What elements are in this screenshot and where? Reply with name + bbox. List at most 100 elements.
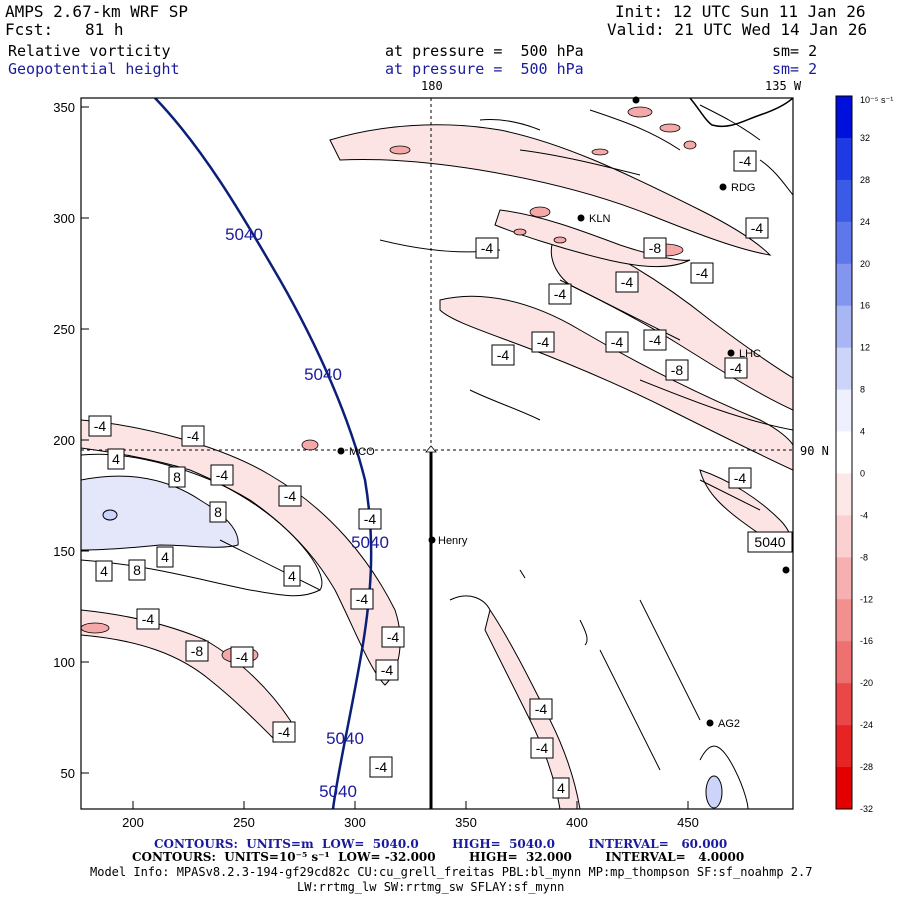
colorbar-unit: 10⁻⁵ s⁻¹ [860, 95, 893, 105]
vort-label: -4 [649, 332, 662, 348]
station-label: RDG [731, 182, 755, 194]
vort-label: 8 [173, 469, 181, 485]
station-label: AG2 [718, 718, 740, 730]
vort-spot-2 [81, 622, 110, 634]
colorbar-swatch [836, 641, 852, 684]
init-time: Init: 12 UTC Sun 11 Jan 26 [615, 2, 866, 21]
vort-label-box [529, 698, 553, 720]
x-tick: 250 [233, 815, 255, 830]
vort-label-box [745, 217, 769, 239]
colorbar-swatch [836, 683, 852, 726]
colorbar-label: -4 [860, 510, 868, 520]
vort-label: 5040 [754, 534, 785, 550]
colorbar-swatch [836, 767, 852, 810]
x-tick: 450 [677, 815, 699, 830]
y-tick: 150 [53, 544, 75, 559]
vort-label: -4 [537, 334, 550, 350]
colorbar-label: 28 [860, 175, 870, 185]
vort-spot-5 [301, 439, 319, 451]
height-label: 5040 [225, 225, 263, 244]
vort-positive-west [81, 475, 239, 551]
vort-label: -4 [375, 759, 388, 775]
vort-label: -4 [216, 467, 229, 483]
vort-label-box [283, 565, 301, 587]
colorbar-swatch [836, 179, 852, 223]
vort-label: -4 [497, 347, 510, 363]
vort-label-box [358, 508, 382, 530]
y-tick: 50 [61, 766, 75, 781]
coastline [689, 98, 793, 127]
vort-label-box [643, 329, 667, 351]
vort-label: -4 [535, 701, 548, 717]
station-label: LHC [739, 348, 761, 360]
station-dot [428, 536, 436, 544]
y-tick: 100 [53, 655, 75, 670]
vort-label-box [605, 331, 629, 353]
vort-band-west [81, 419, 401, 686]
y-tick: 250 [53, 322, 75, 337]
footer-vort-contours: CONTOURS: UNITS=10⁻⁵ s⁻¹ LOW= -32.000 HI… [132, 850, 745, 864]
colorbar-label: -28 [860, 762, 873, 772]
y-tick: 300 [53, 211, 75, 226]
vort-label-box [491, 344, 515, 366]
x-tick: 300 [344, 815, 366, 830]
field2-name: Geopotential height [8, 60, 180, 78]
colorbar-label: 16 [860, 301, 870, 311]
colorbar-frame [835, 95, 853, 810]
station-dot [577, 214, 585, 222]
forecast-hour: 81 h [85, 20, 124, 39]
colorbar-swatch [836, 515, 852, 558]
vort-label-box [107, 448, 125, 470]
colorbar-label: 32 [860, 133, 870, 143]
vort-label-box [230, 646, 254, 668]
vort-label: -4 [278, 724, 291, 740]
vort-label-box [475, 237, 499, 259]
colorbar-swatch [836, 473, 852, 516]
colorbar-label: 20 [860, 259, 870, 269]
parallel-90n-label: 90 N [800, 444, 829, 458]
stations: RDG KLN LHC MCO Henry AG2 [337, 96, 790, 730]
height-label: 5040 [319, 782, 357, 801]
vort-band-north1 [329, 124, 772, 256]
footer-model-info: Model Info: MPASv8.2.3-194-gf29cd82c CU:… [90, 865, 813, 879]
vort-label-box [552, 777, 570, 799]
y-tick: 350 [53, 100, 75, 115]
station-dot [337, 447, 345, 455]
meridian-135w-label: 135 W [765, 79, 802, 93]
colorbar-label: -16 [860, 636, 873, 646]
valid-time: Valid: 21 UTC Wed 14 Jan 26 [607, 20, 868, 39]
height-label: 5040 [351, 533, 389, 552]
vort-label-box [381, 626, 405, 648]
station-label: Henry [438, 535, 468, 547]
vort-spot-4 [529, 206, 551, 218]
colorbar-swatch [836, 431, 852, 474]
colorbar-label: 8 [860, 385, 865, 395]
colorbar-label: -24 [860, 720, 873, 730]
vort-label-box [95, 560, 113, 582]
vort-label: 4 [112, 451, 120, 467]
vort-label-box [747, 531, 793, 553]
station-dot [706, 719, 714, 727]
vorticity-field [81, 98, 793, 809]
vort-label: -4 [387, 629, 400, 645]
colorbar-swatch [836, 599, 852, 642]
colorbar-label: -20 [860, 678, 873, 688]
vorticity-labels: -4 -4 -8 -4 -4 -4 -4 -4 -4 -4 -8 -4 -4 -4 -4 -4 4 8 -4 -4 8 -… [88, 150, 793, 799]
height-contour-5040 [154, 98, 373, 809]
vort-label-box [350, 588, 374, 610]
colorbar-label: -8 [860, 552, 868, 562]
vort-label-box [181, 425, 205, 447]
vort-label-box [278, 485, 302, 507]
vort-label: -4 [481, 240, 494, 256]
colorbar-label: 0 [860, 468, 865, 478]
vort-label: -4 [696, 265, 709, 281]
field1-pressure: at pressure = 500 hPa [385, 42, 584, 60]
vort-label-box [209, 501, 227, 523]
y-tick-labels: 350 300 250 200 150 100 50 [53, 100, 75, 781]
colorbar-swatch [836, 725, 852, 768]
model-title: AMPS 2.67-km WRF SP [5, 2, 189, 21]
vort-label: -4 [554, 286, 567, 302]
colorbar-swatch [836, 137, 852, 181]
vort-label: 8 [214, 504, 222, 520]
